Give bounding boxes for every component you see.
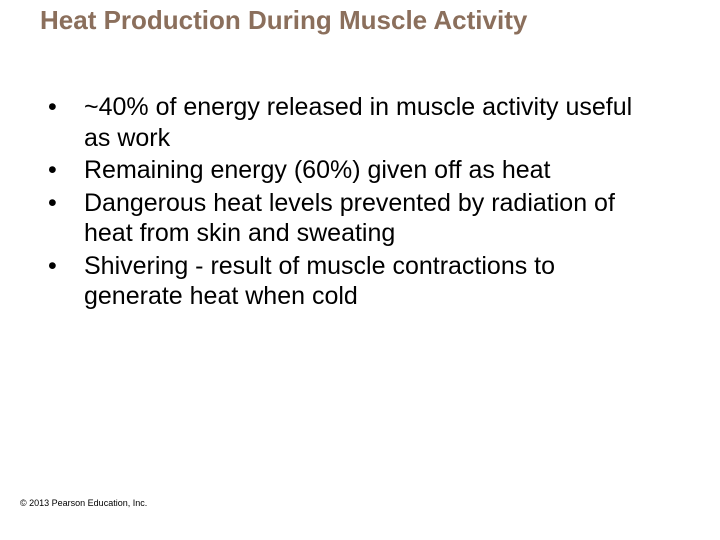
- bullet-item: Dangerous heat levels prevented by radia…: [40, 188, 660, 249]
- slide-title: Heat Production During Muscle Activity: [40, 6, 680, 36]
- copyright-text: © 2013 Pearson Education, Inc.: [20, 498, 147, 508]
- bullet-list: ~40% of energy released in muscle activi…: [40, 92, 660, 312]
- bullet-item: Shivering - result of muscle contraction…: [40, 251, 660, 312]
- slide: Heat Production During Muscle Activity ~…: [0, 0, 720, 540]
- bullet-item: ~40% of energy released in muscle activi…: [40, 92, 660, 153]
- bullet-item: Remaining energy (60%) given off as heat: [40, 155, 660, 186]
- slide-body: ~40% of energy released in muscle activi…: [40, 92, 660, 314]
